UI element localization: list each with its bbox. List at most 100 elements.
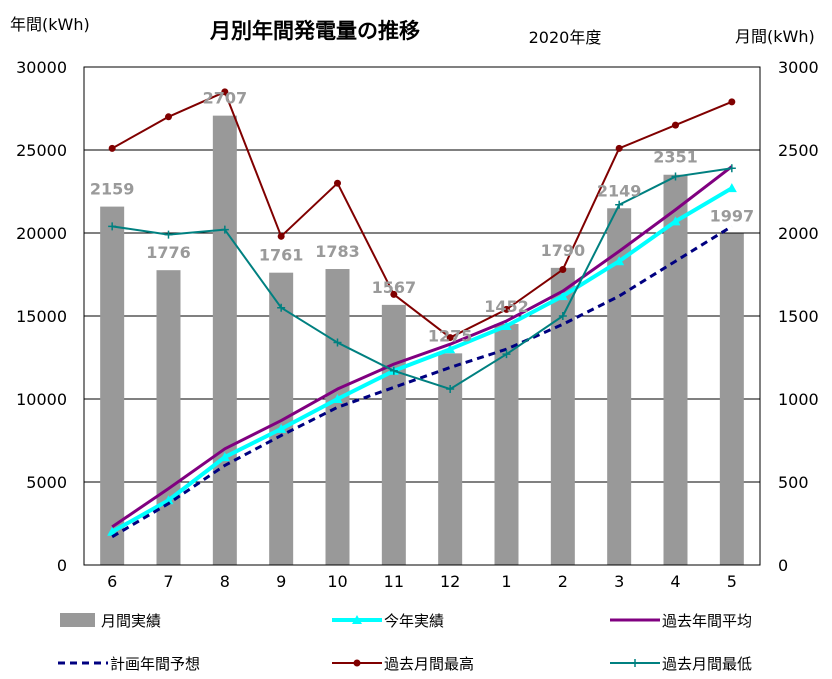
x-tick-label: 9 — [276, 572, 286, 591]
bar — [719, 233, 744, 566]
point-marker — [219, 452, 230, 462]
y-right-tick-label: 2000 — [778, 224, 819, 243]
y-left-tick-label: 20000 — [16, 224, 67, 243]
point-marker — [164, 230, 173, 239]
y-axis-right-ticks: 0 500 1000 1500 2000 2500 3000 — [778, 58, 819, 575]
series-line — [111, 186, 733, 534]
bar-data-label: 1783 — [315, 242, 360, 261]
point-marker — [503, 305, 510, 313]
legend-item: 計画年間予想 — [58, 655, 200, 673]
bar — [156, 270, 181, 565]
point-marker — [107, 526, 118, 536]
x-tick-label: 3 — [614, 572, 624, 591]
legend-label: 今年実績 — [384, 612, 444, 630]
bar-data-label: 1997 — [710, 206, 755, 225]
point-marker — [614, 256, 625, 266]
x-tick-label: 6 — [107, 572, 117, 591]
point-marker — [276, 423, 287, 433]
legend-item: 月間実績 — [60, 612, 161, 630]
bar-data-label: 1776 — [146, 243, 191, 262]
legend-item: 過去年間平均 — [610, 612, 752, 630]
point-marker — [670, 216, 681, 226]
plot-border — [83, 66, 761, 566]
y-right-tick-label: 1500 — [778, 307, 819, 326]
y-left-tick-label: 25000 — [16, 141, 67, 160]
legend-swatch — [60, 613, 95, 627]
legend-marker — [352, 615, 362, 624]
x-tick-label: 12 — [440, 572, 460, 591]
bar — [325, 269, 350, 565]
bar-data-label: 1761 — [259, 246, 304, 265]
point-marker — [726, 183, 737, 193]
y-right-tick-label: 2500 — [778, 141, 819, 160]
point-marker — [108, 144, 116, 152]
bar-data-label: 2149 — [597, 181, 642, 200]
point-marker — [559, 266, 567, 274]
bar-data-label: 1275 — [428, 326, 473, 345]
bar-data-label: 2707 — [203, 89, 248, 108]
bar-data-label: 2351 — [653, 148, 698, 167]
point-marker — [277, 232, 285, 240]
series-line — [111, 225, 733, 539]
point-marker — [558, 312, 567, 320]
point-marker — [163, 495, 174, 505]
series-line — [111, 90, 733, 339]
point-marker — [671, 172, 680, 181]
point-marker — [277, 303, 286, 312]
gridlines — [84, 66, 760, 483]
point-marker — [220, 225, 229, 234]
y-right-tick-label: 0 — [778, 556, 788, 575]
line-series-group — [107, 88, 737, 539]
legend-item: 過去月間最高 — [332, 655, 474, 673]
legend-label: 月間実績 — [101, 612, 161, 630]
bar — [663, 174, 688, 565]
legend-label: 計画年間予想 — [110, 655, 200, 673]
y-left-tick-label: 0 — [57, 556, 67, 575]
x-tick-label: 10 — [327, 572, 347, 591]
y-axis-left-label: 年間(kWh) — [10, 15, 90, 34]
x-axis-ticks: 6 7 8 9 10 11 12 1 2 3 4 5 — [107, 572, 737, 591]
point-marker — [446, 385, 455, 394]
point-marker — [446, 334, 454, 342]
y-left-tick-label: 30000 — [16, 58, 67, 77]
point-marker — [728, 98, 736, 106]
legend-label: 過去月間最低 — [662, 655, 752, 673]
bar-data-label: 1567 — [372, 278, 417, 297]
point-marker — [501, 320, 512, 330]
legend-marker — [353, 659, 361, 667]
point-marker — [445, 344, 456, 354]
y-axis-left-ticks: 0 5000 10000 15000 20000 25000 30000 — [16, 58, 67, 575]
legend-item: 今年実績 — [332, 612, 444, 630]
plot-frame — [83, 66, 761, 566]
x-tick-label: 1 — [501, 572, 511, 591]
bar-data-label: 1452 — [484, 297, 529, 316]
x-tick-label: 4 — [670, 572, 680, 591]
point-marker — [502, 350, 511, 359]
series-line — [112, 167, 732, 391]
point-marker — [165, 113, 172, 121]
chart-title: 月別年間発電量の推移 — [209, 19, 420, 43]
bar-data-label: 1790 — [541, 241, 586, 260]
y-axis-right-label: 月間(kWh) — [735, 27, 815, 46]
legend-marker — [631, 659, 639, 667]
point-marker — [333, 338, 342, 347]
bar — [269, 272, 294, 565]
y-left-tick-label: 5000 — [26, 473, 67, 492]
point-marker — [672, 121, 679, 129]
y-left-tick-label: 10000 — [16, 390, 67, 409]
point-marker — [557, 291, 568, 301]
y-right-tick-label: 3000 — [778, 58, 819, 77]
point-marker — [108, 222, 117, 231]
x-tick-label: 11 — [384, 572, 404, 591]
point-marker — [727, 164, 736, 173]
bar — [100, 206, 125, 565]
bar-series-monthly — [100, 115, 744, 566]
chart-subtitle: 2020年度 — [529, 28, 602, 47]
x-tick-label: 2 — [558, 572, 568, 591]
bar — [381, 304, 406, 565]
y-right-tick-label: 1000 — [778, 390, 819, 409]
point-marker — [615, 144, 623, 152]
y-right-tick-label: 500 — [778, 473, 809, 492]
